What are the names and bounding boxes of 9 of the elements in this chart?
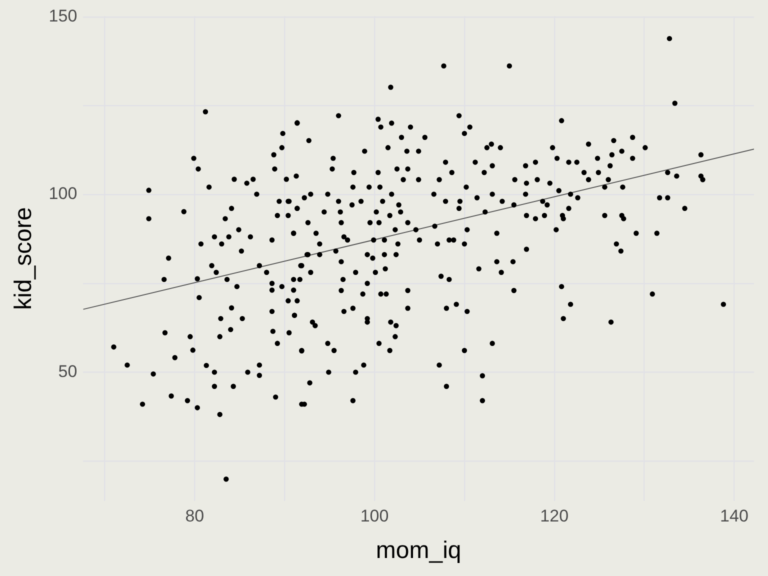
x-axis-title: mom_iq [376,537,462,564]
x-tick-label: 140 [720,506,748,526]
x-tick-label: 100 [360,506,389,526]
y-tick-label: 150 [48,6,78,26]
x-tick-label: 80 [185,506,204,526]
y-tick-label: 50 [58,362,78,381]
y-tick-label: 100 [48,184,78,204]
y-axis-title: kid_score [10,207,38,310]
x-tick-label: 120 [540,506,569,526]
